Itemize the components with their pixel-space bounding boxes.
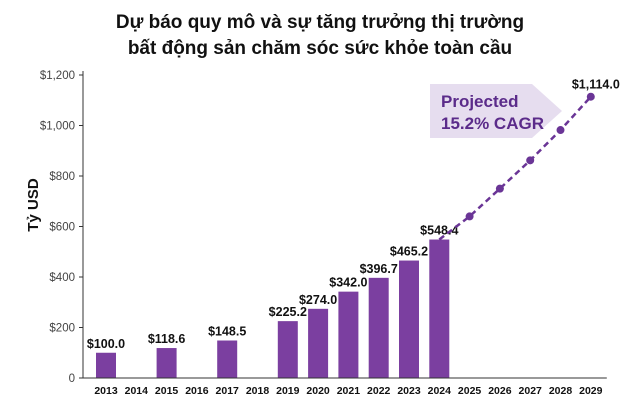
y-tick-label: 0 xyxy=(69,373,75,385)
projection-banner-title: Projected xyxy=(441,92,518,111)
bar xyxy=(338,291,359,378)
y-tick-label: $200 xyxy=(49,323,75,335)
bar-data-label: $100.0 xyxy=(87,337,125,351)
x-tick-label: 2015 xyxy=(155,385,179,397)
x-tick-label: 2018 xyxy=(246,385,270,397)
bar-data-label: $148.5 xyxy=(208,325,246,339)
projection-point xyxy=(526,156,535,165)
bar xyxy=(429,239,450,378)
x-tick-label: 2029 xyxy=(579,385,603,397)
x-tick-label: 2028 xyxy=(549,385,573,397)
x-tick-label: 2023 xyxy=(397,385,421,397)
bar xyxy=(277,321,298,378)
x-tick-label: 2025 xyxy=(458,385,482,397)
y-tick-label: $1,200 xyxy=(40,70,75,82)
x-tick-label: 2024 xyxy=(428,385,452,397)
bar-data-label: $548.4 xyxy=(420,224,458,238)
y-tick-label: $1,000 xyxy=(40,121,75,133)
bar-data-label: $118.6 xyxy=(148,332,186,346)
chart-title-line-1: Dự báo quy mô và sự tăng trưởng thị trườ… xyxy=(115,12,525,33)
projection-point xyxy=(586,92,595,101)
projection-point xyxy=(556,126,565,135)
x-tick-label: 2013 xyxy=(94,385,118,397)
y-tick-label: $800 xyxy=(49,171,75,183)
projection-end-label: $1,114.0 xyxy=(572,78,620,92)
y-tick-label: $600 xyxy=(49,222,75,234)
bar xyxy=(308,308,329,378)
projection-banner-cagr: 15.2% CAGR xyxy=(441,114,544,133)
x-tick-label: 2027 xyxy=(519,385,543,397)
bar-data-label: $465.2 xyxy=(390,245,428,259)
y-tick-label: $400 xyxy=(49,272,75,284)
bar-data-label: $342.0 xyxy=(329,276,367,290)
x-tick-label: 2022 xyxy=(367,385,391,397)
projection-series: $1,114.0 xyxy=(438,78,620,241)
x-tick-label: 2020 xyxy=(306,385,330,397)
bar xyxy=(156,348,177,378)
projection-line xyxy=(438,95,592,241)
chart-title-line-2: bất động sản chăm sóc sức khỏe toàn cầu xyxy=(127,38,513,59)
x-tick-label: 2019 xyxy=(276,385,300,397)
x-tick-label: 2017 xyxy=(216,385,240,397)
projection-banner: Projected 15.2% CAGR xyxy=(430,84,562,138)
bar-data-label: $396.7 xyxy=(360,262,398,276)
chart-title: Dự báo quy mô và sự tăng trưởng thị trườ… xyxy=(0,10,640,62)
y-axis: 0 $200 $400 $600 $800 $1,000 $1,200 xyxy=(40,70,84,385)
x-tick-label: 2014 xyxy=(125,385,149,397)
bar xyxy=(368,277,389,378)
x-tick-label: 2016 xyxy=(185,385,209,397)
bar-data-label: $274.0 xyxy=(299,293,337,307)
bar-series: $100.0 $118.6 $148.5 $225.2$274.0 $342.0$396… xyxy=(87,224,458,378)
y-axis-label: Tỷ USD xyxy=(25,178,42,232)
bar xyxy=(399,260,419,378)
projection-point xyxy=(465,212,474,221)
x-tick-label: 2021 xyxy=(337,385,361,397)
x-axis: 2013 2014 2015 2016 2017 2018 2019 2020 2021 2022… xyxy=(83,377,607,397)
bar xyxy=(96,352,116,378)
bar-data-label: $225.2 xyxy=(269,305,307,319)
x-tick-label: 2026 xyxy=(488,385,512,397)
bar xyxy=(217,340,238,378)
projection-point xyxy=(495,184,504,193)
projection-banner-arrow xyxy=(430,84,562,138)
